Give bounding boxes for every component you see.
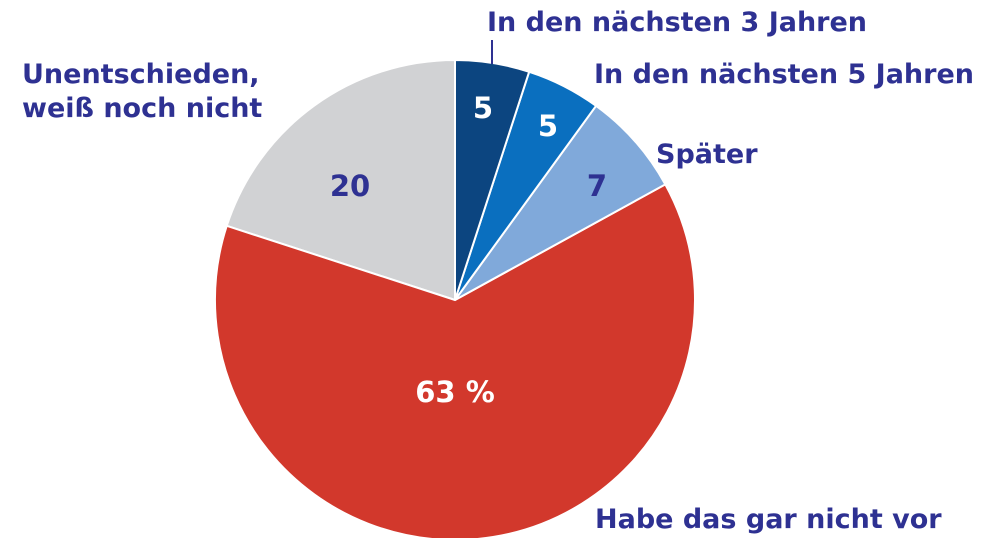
pie-slice — [454, 104, 667, 301]
category-label: Habe das gar nicht vor — [595, 504, 942, 535]
value-label: 7 — [586, 169, 608, 203]
pie-slice — [225, 58, 456, 302]
value-label: 5 — [472, 91, 494, 125]
category-label: In den nächsten 5 Jahren — [593, 59, 974, 90]
category-label: Später — [656, 139, 758, 170]
value-label: 5 — [537, 109, 559, 143]
category-label: In den nächsten 3 Jahren — [487, 7, 868, 38]
value-label: 20 — [329, 169, 371, 203]
value-label: 63 % — [415, 375, 495, 409]
category-label: Unentschieden, weiß noch nicht — [22, 59, 263, 124]
pie-slice — [214, 183, 696, 538]
